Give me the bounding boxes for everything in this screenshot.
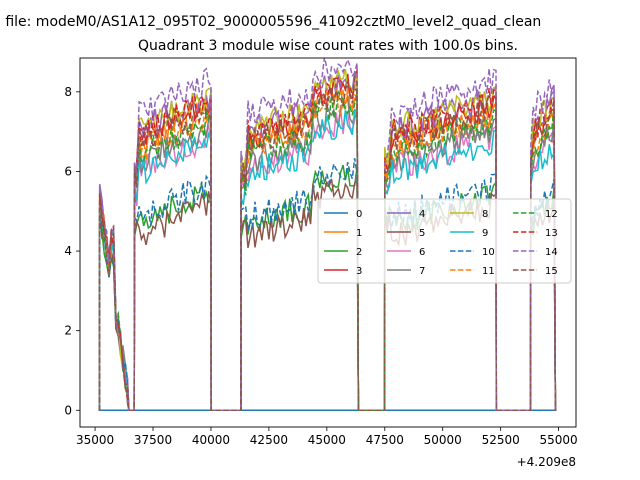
x-tick-label: 45000 [308, 433, 346, 447]
series-line-14 [98, 58, 557, 412]
x-offset-label: +4.209e8 [517, 455, 576, 469]
legend-label-3: 3 [356, 266, 362, 277]
figure-suptitle: n file: modeM0/AS1A12_095T02_9000005596_… [0, 14, 541, 30]
legend-label-14: 14 [545, 247, 558, 258]
y-tick-label: 0 [64, 403, 72, 417]
x-tick-label: 47500 [366, 433, 404, 447]
x-tick-label: 37500 [134, 433, 172, 447]
legend-label-9: 9 [482, 228, 488, 239]
legend-label-1: 1 [356, 228, 362, 239]
legend-label-5: 5 [419, 228, 425, 239]
legend-label-13: 13 [545, 228, 558, 239]
legend-label-4: 4 [419, 209, 425, 220]
y-tick-label: 4 [64, 244, 72, 258]
series-line-15 [98, 74, 557, 412]
legend-label-15: 15 [545, 266, 558, 277]
series-line-4 [98, 70, 557, 412]
legend-frame [317, 198, 572, 284]
x-axis: 35000 37500 40000 42500 45000 47500 50000 52500… [76, 427, 578, 447]
x-tick-label: 55000 [540, 433, 578, 447]
x-tick-label: 50000 [424, 433, 462, 447]
legend-label-0: 0 [356, 209, 362, 220]
legend-label-2: 2 [356, 247, 362, 258]
plot-frame [79, 57, 577, 428]
y-tick-label: 8 [64, 85, 72, 99]
legend-label-10: 10 [482, 247, 495, 258]
legend-label-7: 7 [419, 266, 425, 277]
legend-label-6: 6 [419, 247, 425, 258]
plot-area: 35000 37500 40000 42500 45000 47500 50000 52500… [64, 57, 578, 469]
series-line-9 [98, 109, 557, 412]
chart-title: Quadrant 3 module wise count rates with … [138, 38, 518, 54]
series-line-10 [98, 158, 557, 412]
y-tick-label: 2 [64, 324, 72, 338]
legend-label-8: 8 [482, 209, 488, 220]
x-tick-label: 35000 [76, 433, 114, 447]
y-axis: 0 2 4 6 8 [64, 85, 80, 417]
legend-label-11: 11 [482, 266, 495, 277]
x-tick-label: 42500 [250, 433, 288, 447]
x-tick-label: 52500 [482, 433, 520, 447]
series-line-8 [98, 68, 557, 412]
legend-label-12: 12 [545, 209, 558, 220]
x-tick-label: 40000 [192, 433, 230, 447]
series-line-12 [98, 89, 557, 412]
y-tick-label: 6 [64, 164, 72, 178]
series-layer [98, 58, 557, 412]
